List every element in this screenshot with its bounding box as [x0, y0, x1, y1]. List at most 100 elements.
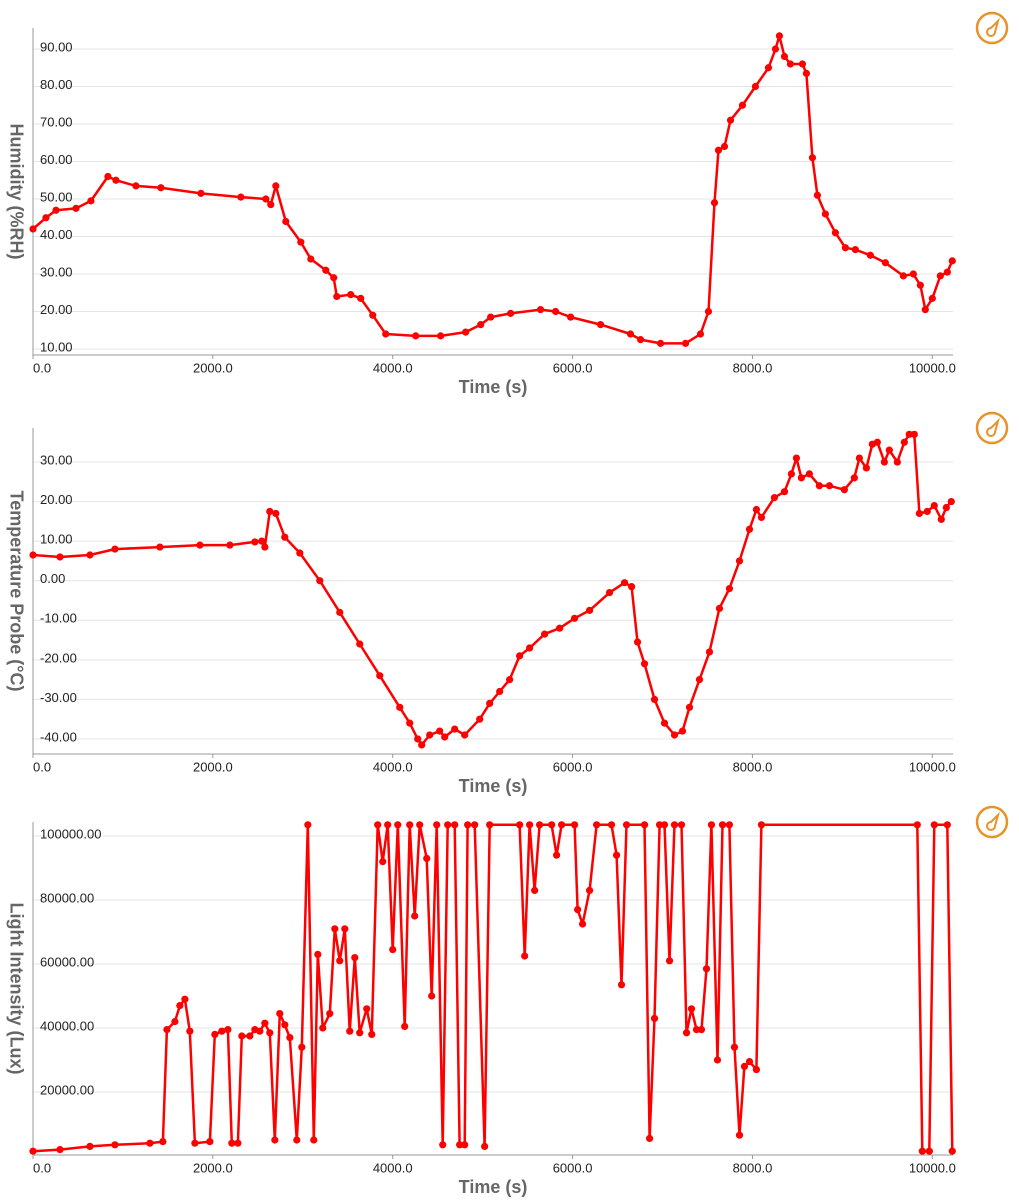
data-point: [943, 821, 951, 829]
data-point: [710, 199, 719, 207]
data-point: [266, 507, 274, 516]
data-point: [416, 821, 424, 829]
data-point: [389, 945, 397, 954]
data-point: [307, 255, 315, 263]
data-point: [461, 1141, 469, 1149]
data-point: [764, 64, 773, 72]
y-tick-label: 80000.00: [40, 890, 94, 905]
x-tick-label: 6000.0: [553, 759, 593, 774]
data-point: [697, 1025, 706, 1034]
x-tick-label: 6000.0: [553, 1160, 593, 1175]
x-tick-label: 4000.0: [373, 360, 413, 375]
data-point: [237, 193, 245, 201]
data-point: [855, 454, 863, 462]
icon-ring: [975, 805, 1009, 839]
data-point: [925, 1147, 933, 1155]
data-point: [775, 32, 784, 40]
data-point: [574, 905, 582, 914]
data-point: [948, 1147, 956, 1155]
y-tick-label: 20.00: [40, 302, 73, 317]
data-point: [923, 507, 931, 516]
data-point: [650, 1014, 659, 1022]
data-point: [176, 1001, 184, 1010]
x-tick-label: 6000.0: [553, 360, 593, 375]
data-point: [851, 246, 859, 254]
data-point: [531, 886, 539, 894]
data-point: [297, 238, 305, 246]
data-point: [730, 1043, 739, 1051]
data-point: [112, 176, 120, 184]
data-point: [506, 676, 514, 684]
data-point: [258, 537, 266, 545]
data-point: [281, 1021, 289, 1029]
data-point: [316, 577, 324, 585]
data-point: [271, 1136, 279, 1144]
data-point: [821, 210, 829, 218]
y-tick-label: 0.00: [40, 571, 65, 586]
data-point: [526, 821, 534, 829]
y-tick-label: -40.00: [40, 729, 77, 744]
data-point: [347, 291, 355, 299]
data-point: [87, 197, 95, 205]
data-point: [841, 244, 849, 252]
data-point: [685, 703, 694, 711]
data-point: [224, 1025, 232, 1034]
data-point: [206, 1137, 214, 1146]
data-point: [356, 1029, 364, 1037]
data-point: [622, 821, 631, 829]
x-tick-label: 10000.0: [909, 759, 956, 774]
data-point: [660, 719, 669, 727]
y-tick-label: 100000.00: [40, 826, 101, 841]
data-point: [526, 644, 534, 652]
data-point: [792, 454, 801, 462]
y-tick-label: 70.00: [40, 114, 73, 129]
data-point: [725, 585, 734, 593]
data-point: [428, 992, 436, 1000]
data-point: [678, 727, 687, 735]
data-point: [780, 488, 789, 496]
data-point: [831, 229, 839, 237]
y-tick-label: 10.00: [40, 532, 73, 547]
chart-options-icon[interactable]: [975, 805, 1009, 839]
data-point: [745, 1057, 754, 1066]
data-point: [211, 1030, 219, 1038]
data-point: [656, 339, 665, 347]
data-point: [462, 328, 470, 336]
data-point: [900, 438, 908, 446]
data-point: [507, 309, 515, 317]
data-point: [585, 606, 594, 614]
data-point: [481, 1142, 489, 1150]
data-point: [702, 965, 711, 973]
data-point: [740, 1062, 749, 1070]
data-point: [937, 515, 945, 523]
y-tick-label: 30.00: [40, 452, 73, 467]
data-point: [918, 1147, 926, 1155]
data-point: [620, 579, 629, 587]
chart-options-icon[interactable]: [975, 411, 1009, 445]
data-point: [281, 533, 289, 541]
data-point: [418, 741, 426, 749]
data-point: [705, 648, 714, 656]
data-point: [752, 505, 761, 514]
y-tick-label: -30.00: [40, 690, 77, 705]
data-point: [670, 821, 679, 829]
data-point: [725, 821, 734, 829]
data-point: [516, 821, 524, 829]
data-point: [928, 294, 936, 302]
data-point: [396, 703, 404, 711]
data-point: [681, 339, 690, 347]
data-point: [261, 543, 269, 551]
data-point: [850, 474, 858, 482]
data-point: [412, 332, 420, 340]
data-point: [436, 727, 444, 735]
data-point: [56, 1145, 64, 1154]
data-point: [298, 1043, 306, 1051]
data-point: [433, 821, 441, 829]
x-tick-label: 10000.0: [909, 360, 956, 375]
chart-options-icon[interactable]: [975, 11, 1009, 45]
data-line: [32, 823, 954, 1153]
x-tick-label: 8000.0: [733, 360, 773, 375]
y-axis-title: Humidity (%RH): [6, 124, 26, 260]
data-point: [456, 1141, 464, 1149]
data-point: [487, 313, 495, 321]
